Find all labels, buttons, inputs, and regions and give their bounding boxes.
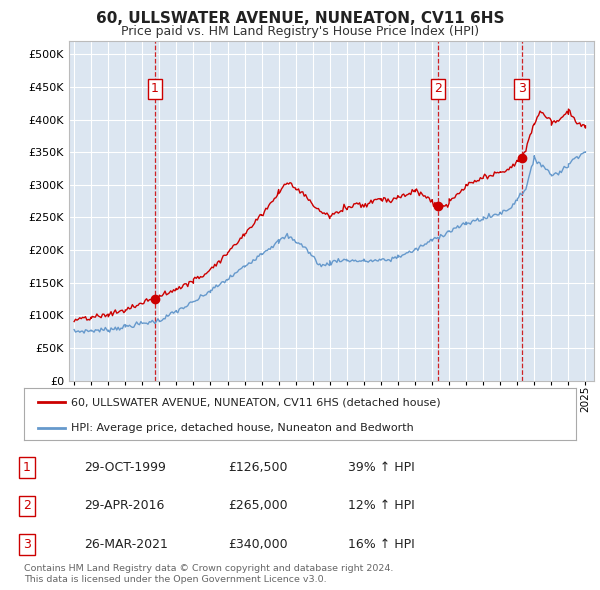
Text: 1: 1 bbox=[151, 83, 159, 96]
Text: HPI: Average price, detached house, Nuneaton and Bedworth: HPI: Average price, detached house, Nune… bbox=[71, 423, 413, 433]
Text: Price paid vs. HM Land Registry's House Price Index (HPI): Price paid vs. HM Land Registry's House … bbox=[121, 25, 479, 38]
Text: Contains HM Land Registry data © Crown copyright and database right 2024.: Contains HM Land Registry data © Crown c… bbox=[24, 565, 394, 573]
Text: 60, ULLSWATER AVENUE, NUNEATON, CV11 6HS (detached house): 60, ULLSWATER AVENUE, NUNEATON, CV11 6HS… bbox=[71, 397, 440, 407]
Text: 16% ↑ HPI: 16% ↑ HPI bbox=[348, 537, 415, 551]
Text: 60, ULLSWATER AVENUE, NUNEATON, CV11 6HS: 60, ULLSWATER AVENUE, NUNEATON, CV11 6HS bbox=[96, 11, 504, 25]
Text: This data is licensed under the Open Government Licence v3.0.: This data is licensed under the Open Gov… bbox=[24, 575, 326, 584]
Text: 29-APR-2016: 29-APR-2016 bbox=[84, 499, 164, 513]
Text: 2: 2 bbox=[23, 499, 31, 513]
Text: 39% ↑ HPI: 39% ↑ HPI bbox=[348, 461, 415, 474]
Text: 29-OCT-1999: 29-OCT-1999 bbox=[84, 461, 166, 474]
Text: 12% ↑ HPI: 12% ↑ HPI bbox=[348, 499, 415, 513]
Text: 26-MAR-2021: 26-MAR-2021 bbox=[84, 537, 168, 551]
Text: 1: 1 bbox=[23, 461, 31, 474]
Text: £340,000: £340,000 bbox=[228, 537, 287, 551]
Text: 3: 3 bbox=[518, 83, 526, 96]
Text: 2: 2 bbox=[434, 83, 442, 96]
Text: £126,500: £126,500 bbox=[228, 461, 287, 474]
Text: £265,000: £265,000 bbox=[228, 499, 287, 513]
Text: 3: 3 bbox=[23, 537, 31, 551]
